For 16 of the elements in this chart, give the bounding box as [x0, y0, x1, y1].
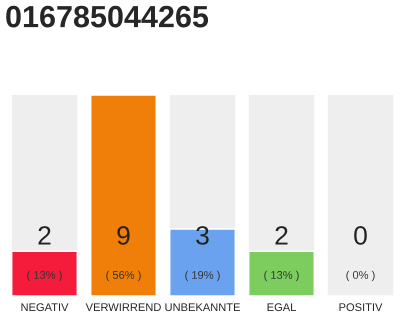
x-tick-label: POSITIV	[339, 303, 382, 312]
x-tick-label: NEGATIV	[21, 303, 68, 312]
x-tick-label: UNBEKANNTE	[165, 303, 240, 312]
annotation: ( 13% )	[264, 270, 299, 282]
x-tick-label: VERWIRREND	[86, 303, 161, 311]
data-label: 3	[196, 226, 209, 245]
data-label: 9	[117, 226, 130, 245]
annotation: ( 0% )	[346, 270, 375, 282]
data-label: 2	[275, 226, 288, 245]
chart-title: 016785044265	[6, 6, 208, 28]
annotation: ( 56% )	[106, 270, 141, 282]
annotation: ( 13% )	[27, 270, 62, 282]
annotation: ( 19% )	[185, 270, 220, 282]
data-label: 2	[38, 226, 51, 245]
x-tick-label: EGAL	[268, 303, 296, 312]
data-label: 0	[354, 226, 367, 245]
